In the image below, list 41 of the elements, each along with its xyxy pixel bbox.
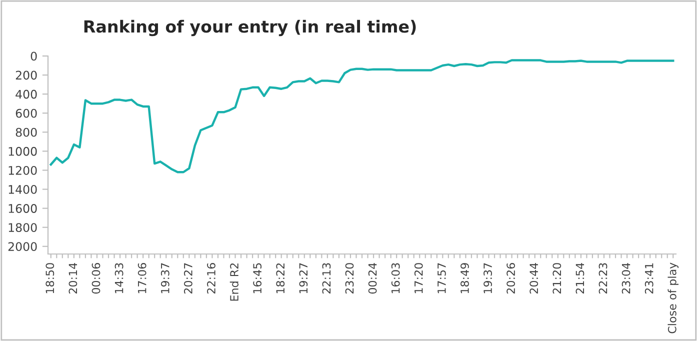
x-tick-label: 18:49 — [460, 263, 469, 294]
chart-title: Ranking of your entry (in real time) — [84, 20, 416, 36]
x-tick-label: 23:04 — [622, 262, 630, 294]
y-tick-label: 1800 — [8, 223, 37, 232]
y-tick-label: 200 — [16, 70, 37, 80]
x-tick-label: End R2 — [230, 263, 238, 301]
x-tick-label: 17:06 — [138, 263, 146, 294]
x-tick-label: 19:27 — [299, 263, 308, 294]
x-tick-label: 18:50 — [46, 263, 54, 294]
x-tick-label: 20:44 — [530, 262, 538, 294]
x-tick-label: 21:20 — [552, 263, 562, 294]
y-tick-label: 1000 — [8, 146, 37, 156]
y-tick-label: 1600 — [8, 204, 37, 213]
x-tick-label: 20:14 — [68, 262, 78, 294]
x-tick-label: 23:41 — [644, 263, 654, 294]
x-tick-label: 17:20 — [414, 263, 423, 294]
x-tick-label: 21:54 — [576, 262, 584, 294]
y-tick-label: 0 — [30, 52, 37, 61]
x-tick-label: 16:45 — [253, 263, 262, 294]
x-tick-label: 17:57 — [438, 263, 446, 294]
y-tick-label: 2000 — [8, 242, 37, 252]
x-tick-label: 18:22 — [276, 263, 285, 294]
x-tick-label: 22:16 — [207, 263, 216, 294]
y-tick-label: 400 — [16, 90, 37, 99]
line-series — [50, 59, 674, 174]
y-tick-label: 1400 — [8, 184, 37, 194]
y-tick-label: 1200 — [8, 166, 37, 175]
x-tick-label: 14:33 — [114, 263, 124, 294]
y-tick-label: 600 — [16, 108, 37, 118]
x-tick-label: 00:06 — [92, 263, 100, 294]
x-tick-label: 22:13 — [322, 263, 331, 294]
x-tick-label: 19:37 — [484, 263, 492, 294]
x-tick-label: 20:27 — [184, 263, 192, 294]
x-tick-label: 16:03 — [391, 263, 400, 294]
x-tick-label: 00:24 — [368, 262, 377, 294]
y-tick-label: 800 — [16, 128, 37, 137]
x-tick-label: Close of play — [668, 262, 678, 334]
x-tick-label: 23:20 — [345, 263, 354, 294]
x-tick-label: 22:23 — [598, 263, 608, 294]
x-tick-label: 19:37 — [160, 263, 170, 294]
x-tick-label: 20:26 — [506, 263, 516, 294]
